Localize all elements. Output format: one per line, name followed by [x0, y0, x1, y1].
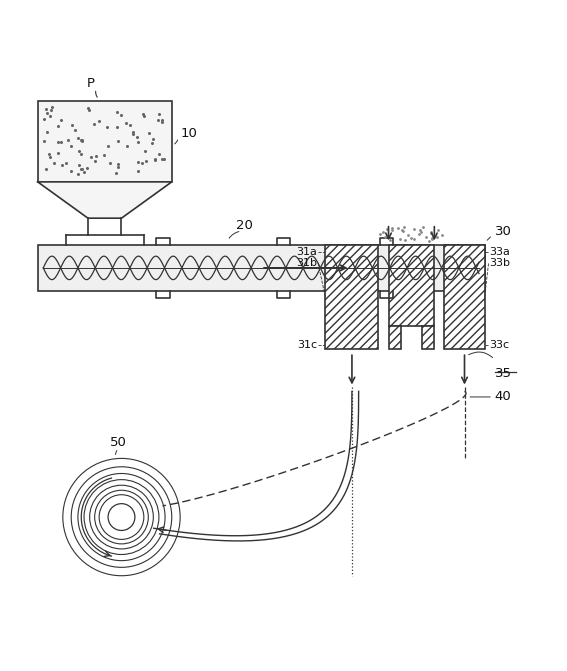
Bar: [325, 245, 379, 350]
Text: 31a: 31a: [296, 247, 317, 257]
Bar: [37, 245, 485, 291]
Bar: [421, 326, 434, 350]
Bar: [388, 326, 401, 350]
Text: 10: 10: [180, 127, 197, 140]
Text: 31b: 31b: [296, 258, 317, 268]
Text: 20: 20: [236, 219, 253, 232]
Text: P: P: [87, 77, 95, 90]
Text: 40: 40: [494, 391, 511, 403]
Text: 33b: 33b: [489, 258, 510, 268]
Text: 33c: 33c: [489, 340, 509, 350]
Bar: [445, 245, 485, 350]
Polygon shape: [37, 182, 172, 218]
Text: 30: 30: [494, 225, 511, 238]
Bar: [37, 101, 172, 182]
Text: 50: 50: [110, 436, 127, 449]
Circle shape: [108, 504, 135, 531]
Text: 35: 35: [494, 367, 511, 380]
Bar: [388, 245, 434, 326]
Text: 33a: 33a: [489, 247, 510, 257]
Text: 31c: 31c: [297, 340, 317, 350]
